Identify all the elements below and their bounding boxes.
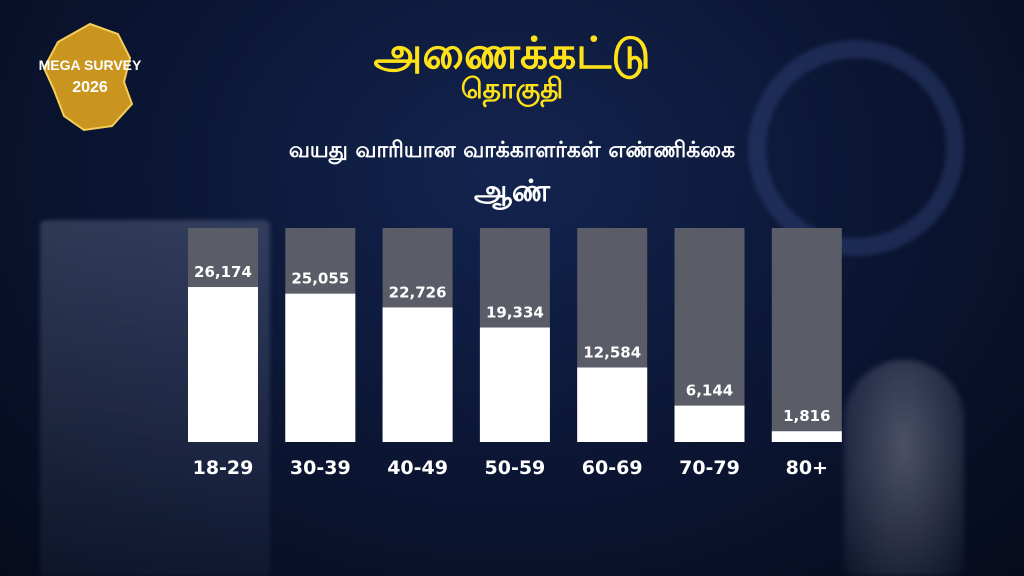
value-label: 22,726 [389,283,447,301]
value-label: 6,144 [686,382,733,400]
gender-label: ஆண் [473,174,551,209]
value-label: 1,816 [783,407,830,425]
chart-title: வயது வாரியான வாக்காளர்கள் எண்ணிக்கை [288,138,736,163]
bar-40-49 [382,307,453,442]
category-label: 60-69 [582,457,643,479]
bar-18-29 [188,287,258,442]
bar-80+ [771,431,842,442]
category-label: 80+ [786,457,828,479]
bar-30-39 [285,293,356,442]
bar-60-69 [577,367,648,442]
logo-year: 2026 [72,79,108,96]
mega-survey-logo: MEGA SURVEY 2026 [39,22,142,132]
category-label: 50-59 [485,457,546,479]
value-label: 12,584 [583,343,641,361]
bar-track [771,228,842,442]
category-label: 18-29 [193,457,254,479]
background-hand [844,360,964,576]
logo-text: MEGA SURVEY [39,57,142,73]
category-label: 40-49 [387,457,448,479]
constituency-title: அணைக்கட்டு [373,28,651,79]
value-label: 26,174 [194,263,252,281]
bar-50-59 [479,327,550,442]
category-label: 70-79 [679,457,740,479]
value-label: 19,334 [486,304,544,322]
constituency-subtitle: தொகுதி [460,72,564,105]
category-label: 30-39 [290,457,351,479]
bar-70-79 [674,405,745,442]
value-label: 25,055 [291,270,349,288]
